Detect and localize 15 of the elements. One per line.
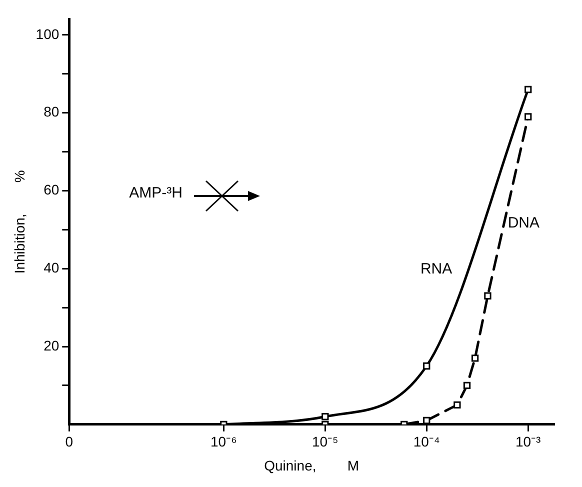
y-axis-title: Inhibition, % (11, 170, 28, 274)
x-axis-title: Quinine, M (264, 457, 360, 474)
y-tick-label: 80 (44, 104, 60, 120)
x-tick-label: 10⁻⁴ (413, 434, 440, 450)
x-tick-label: 0 (65, 434, 74, 450)
series-label: RNA (420, 260, 452, 278)
y-tick-label: 20 (44, 337, 60, 354)
x-tick-label: 10⁻⁵ (312, 434, 338, 450)
y-tick-label: 60 (44, 182, 60, 198)
y-tick-label: 100 (36, 26, 60, 42)
x-tick-label: 10⁻³ (515, 434, 542, 450)
series-label: DNA (508, 214, 540, 232)
annotation: AMP-³H (129, 184, 182, 202)
x-tick-label: 10⁻⁶ (210, 434, 237, 450)
y-tick-label: 40 (44, 259, 60, 276)
